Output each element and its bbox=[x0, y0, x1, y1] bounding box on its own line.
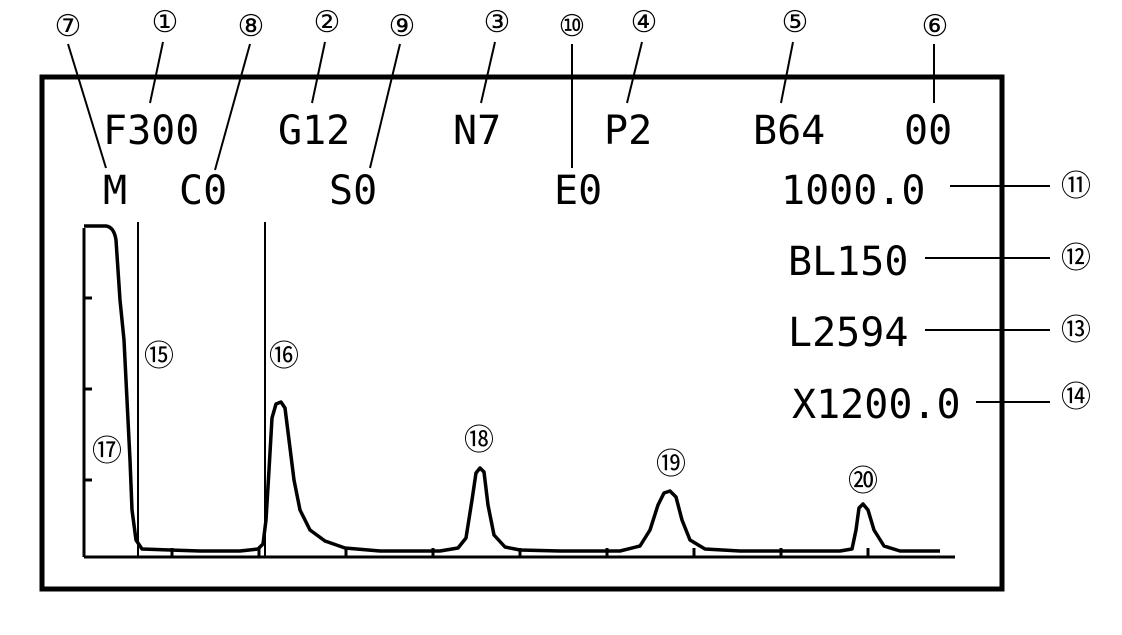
callout-8: ⑧ bbox=[238, 10, 265, 43]
callout-6: ⑥ bbox=[922, 10, 949, 43]
param-p: P2 bbox=[604, 108, 652, 154]
callout-18: ⑱ bbox=[464, 424, 494, 457]
param-code: 00 bbox=[904, 108, 952, 154]
display-frame bbox=[39, 74, 1005, 592]
row1-parameters: F300 G12 N7 P2 B64 00 bbox=[103, 108, 952, 154]
value-range: 1000.0 bbox=[781, 168, 926, 214]
callout-14: ⑭ bbox=[1061, 381, 1091, 414]
callout-16: ⑯ bbox=[269, 340, 299, 373]
value-l: L2594 bbox=[788, 310, 908, 356]
callout-9: ⑨ bbox=[389, 10, 416, 43]
callout-1: ① bbox=[152, 6, 179, 39]
leader-9 bbox=[369, 43, 401, 169]
echo-waveform bbox=[84, 224, 940, 553]
leader-3 bbox=[480, 41, 496, 104]
param-n: N7 bbox=[453, 108, 501, 154]
callout-15: ⑮ bbox=[144, 340, 174, 373]
y-ticks bbox=[84, 296, 92, 482]
leader-8 bbox=[214, 43, 251, 171]
callout-17: ⑰ bbox=[92, 435, 122, 468]
callout-13: ⑬ bbox=[1061, 314, 1091, 347]
value-x: X1200.0 bbox=[792, 382, 961, 428]
leader-5 bbox=[780, 41, 794, 104]
waveform-callouts: ⑮ ⑯ ⑰ ⑱ ⑲ ⑳ bbox=[92, 340, 878, 498]
param-m: M bbox=[103, 168, 127, 214]
callout-10: ⑩ bbox=[559, 10, 586, 43]
callout-3: ③ bbox=[484, 6, 511, 39]
row2-parameters: M C0 S0 E0 bbox=[103, 168, 602, 214]
callout-11: ⑪ bbox=[1061, 170, 1091, 203]
param-c: C0 bbox=[179, 168, 227, 214]
callout-20: ⑳ bbox=[848, 465, 878, 498]
leader-4 bbox=[626, 41, 643, 104]
callout-7: ⑦ bbox=[55, 10, 82, 43]
leader-1 bbox=[149, 41, 164, 104]
param-s: S0 bbox=[329, 168, 377, 214]
leader-2 bbox=[311, 41, 326, 104]
callout-5: ⑤ bbox=[782, 6, 809, 39]
right-leader-lines bbox=[925, 185, 1050, 403]
leader-7 bbox=[67, 43, 107, 169]
param-gain: G12 bbox=[278, 108, 350, 154]
callout-12: ⑫ bbox=[1061, 242, 1091, 275]
value-bl: BL150 bbox=[788, 239, 908, 285]
callout-4: ④ bbox=[631, 6, 658, 39]
callout-19: ⑲ bbox=[656, 448, 686, 481]
param-b: B64 bbox=[753, 108, 825, 154]
param-feed: F300 bbox=[103, 108, 199, 154]
right-panel-values: 1000.0 BL150 L2594 X1200.0 bbox=[781, 168, 961, 428]
callout-2: ② bbox=[314, 6, 341, 39]
top-leader-lines bbox=[67, 41, 935, 171]
right-callouts: ⑪ ⑫ ⑬ ⑭ bbox=[1061, 170, 1091, 414]
param-e: E0 bbox=[554, 168, 602, 214]
top-callouts: ⑦ ① ⑧ ② ⑨ ③ ⑩ ④ ⑤ ⑥ bbox=[55, 6, 949, 43]
